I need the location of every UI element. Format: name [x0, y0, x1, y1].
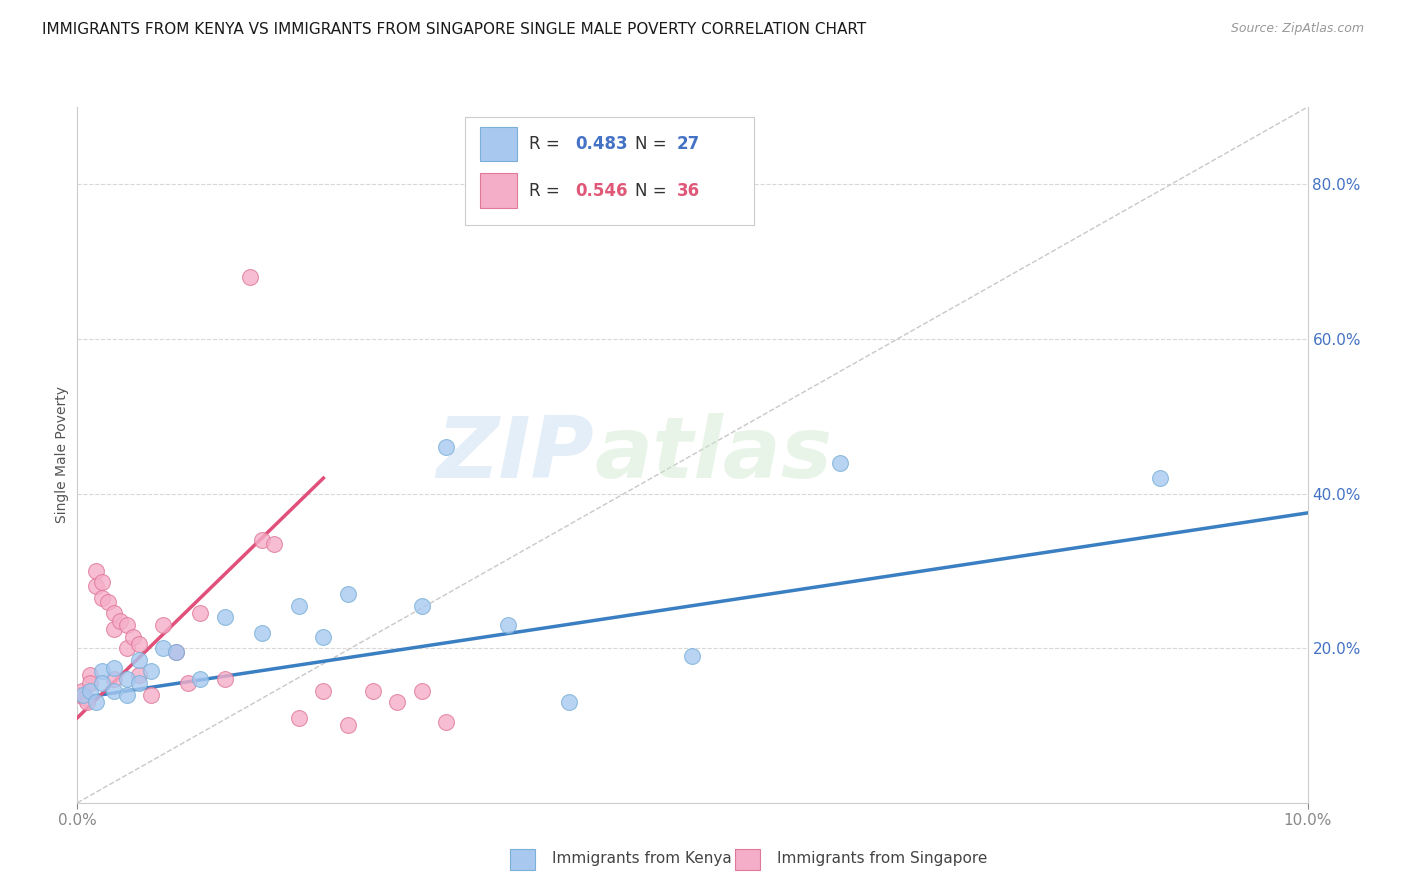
Text: N =: N =: [634, 135, 672, 153]
Point: [288, 599, 311, 613]
Point: [76, 695, 98, 709]
Text: IMMIGRANTS FROM KENYA VS IMMIGRANTS FROM SINGAPORE SINGLE MALE POVERTY CORRELATI: IMMIGRANTS FROM KENYA VS IMMIGRANTS FROM…: [42, 22, 866, 37]
Bar: [479, 173, 516, 208]
Point: [337, 587, 360, 601]
Point: [128, 676, 150, 690]
Point: [152, 641, 174, 656]
Point: [103, 622, 125, 636]
Point: [128, 653, 150, 667]
Point: [90, 665, 114, 679]
Point: [69, 688, 91, 702]
Point: [84, 564, 107, 578]
Text: atlas: atlas: [595, 413, 832, 497]
Text: Source: ZipAtlas.com: Source: ZipAtlas.com: [1230, 22, 1364, 36]
Point: [385, 695, 409, 709]
Point: [115, 672, 138, 686]
Point: [312, 683, 335, 698]
Point: [70, 683, 93, 698]
Point: [79, 683, 101, 698]
Point: [90, 676, 114, 690]
Point: [115, 688, 138, 702]
Point: [411, 599, 433, 613]
Text: 27: 27: [676, 135, 700, 153]
Text: R =: R =: [529, 182, 565, 200]
Text: 0.483: 0.483: [575, 135, 628, 153]
Point: [263, 537, 285, 551]
Point: [250, 533, 273, 547]
Point: [411, 683, 433, 698]
Point: [337, 718, 360, 732]
Point: [361, 683, 384, 698]
Point: [103, 683, 125, 698]
Point: [103, 672, 125, 686]
Y-axis label: Single Male Poverty: Single Male Poverty: [55, 386, 69, 524]
Point: [436, 714, 458, 729]
Point: [682, 648, 704, 663]
Point: [103, 660, 125, 674]
Point: [141, 665, 163, 679]
Point: [239, 270, 262, 285]
Point: [97, 595, 120, 609]
Point: [141, 688, 163, 702]
Text: Immigrants from Singapore: Immigrants from Singapore: [776, 851, 987, 865]
Point: [128, 637, 150, 651]
Text: ZIP: ZIP: [436, 413, 595, 497]
Point: [250, 625, 273, 640]
Point: [73, 691, 96, 706]
Point: [830, 456, 852, 470]
Point: [128, 668, 150, 682]
Point: [115, 641, 138, 656]
Point: [79, 676, 101, 690]
Point: [436, 440, 458, 454]
Point: [103, 607, 125, 621]
Text: R =: R =: [529, 135, 565, 153]
Point: [90, 591, 114, 605]
Point: [496, 618, 519, 632]
Point: [214, 610, 236, 624]
Point: [115, 618, 138, 632]
Text: Immigrants from Kenya: Immigrants from Kenya: [553, 851, 731, 865]
Point: [214, 672, 236, 686]
Point: [188, 607, 212, 621]
Text: N =: N =: [634, 182, 672, 200]
Point: [188, 672, 212, 686]
Point: [110, 614, 132, 628]
Point: [84, 579, 107, 593]
Point: [165, 645, 187, 659]
Point: [165, 645, 187, 659]
Point: [121, 630, 143, 644]
FancyBboxPatch shape: [465, 118, 754, 226]
Point: [84, 695, 107, 709]
Point: [288, 711, 311, 725]
Point: [177, 676, 200, 690]
Point: [1149, 471, 1171, 485]
Text: 0.546: 0.546: [575, 182, 628, 200]
Text: 36: 36: [676, 182, 700, 200]
Bar: [479, 127, 516, 161]
Point: [152, 618, 174, 632]
Point: [79, 668, 101, 682]
Point: [312, 630, 335, 644]
Point: [90, 575, 114, 590]
Point: [558, 695, 581, 709]
Point: [72, 688, 94, 702]
